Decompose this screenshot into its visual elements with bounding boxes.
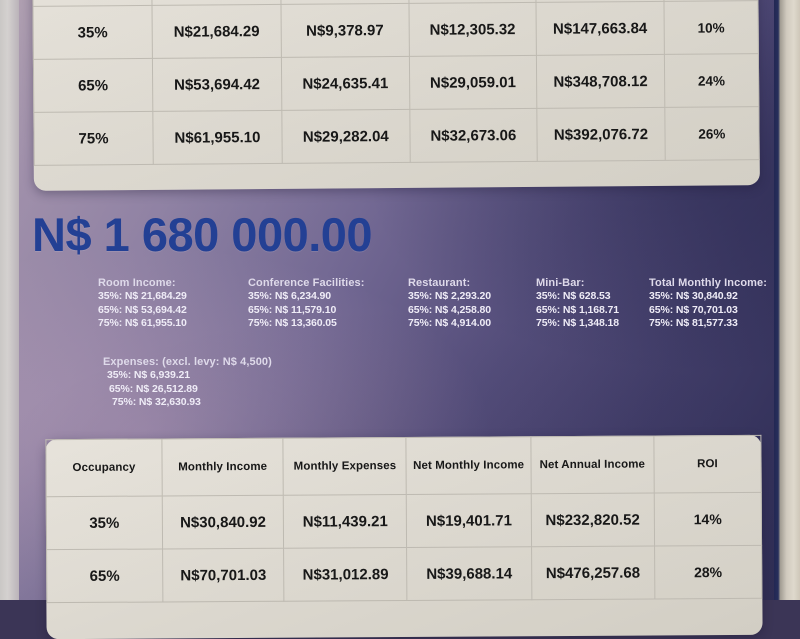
- bottom-row-0-net-monthly-income: N$19,401.71: [406, 493, 532, 548]
- breakdown-title: Total Monthly Income:: [649, 277, 768, 289]
- top-row-1-room-income: N$53,694.42: [152, 57, 282, 112]
- bottom-row-0-monthly-expenses: N$11,439.21: [283, 494, 407, 549]
- bottom-row-1-monthly-expenses: N$31,012.89: [283, 547, 408, 602]
- page-right-edge: [774, 0, 800, 600]
- breakdown-line: 65%: N$ 11,579.10: [248, 303, 337, 316]
- bottom-header-net-annual-income: Net Annual Income: [530, 435, 654, 494]
- bottom-header-roi: ROI: [653, 435, 762, 493]
- top-row-0-occupancy: 35%: [33, 5, 153, 60]
- bottom-header-net-monthly-income: Net Monthly Income: [406, 436, 531, 495]
- breakdown-column-conference-facilities: Conference Facilities: 35%: N$ 6,234.90 …: [248, 276, 408, 331]
- top-row-0-net-annual: N$147,663.84: [536, 1, 665, 56]
- top-row-2-room-income: N$61,955.10: [152, 110, 283, 165]
- top-row-0-expenses: N$9,378.97: [280, 3, 409, 58]
- breakdown-line: 75%: N$ 61,955.10: [98, 317, 187, 329]
- top-row-1-net-annual: N$348,708.12: [536, 54, 665, 109]
- bottom-header-monthly-expenses: Monthly Expenses: [283, 437, 407, 496]
- bottom-row-1-roi: 28%: [654, 545, 762, 599]
- expenses-title: Expenses: (excl. levy: N$ 4,500): [103, 356, 272, 368]
- table-row: 35% N$30,840.92 N$11,439.21 N$19,401.71 …: [46, 492, 762, 550]
- breakdown-line: 35%: N$ 2,293.20: [408, 290, 492, 302]
- bottom-row-1-net-annual-income: N$476,257.68: [531, 545, 655, 600]
- breakdown-line: 65%: N$ 53,694.42: [98, 303, 187, 316]
- top-financial-table: ROI 35% N$21,684.29 N$9,378.97 N$12,305.…: [32, 0, 760, 166]
- bottom-row-1-monthly-income: N$70,701.03: [162, 548, 285, 602]
- breakdown-line: 35%: N$ 628.53: [536, 290, 611, 302]
- bottom-row-1-occupancy: 65%: [46, 548, 163, 603]
- breakdown-line: 75%: N$ 4,914.00: [408, 317, 492, 329]
- breakdown-line: 35%: N$ 21,684.29: [98, 290, 187, 302]
- breakdown-column-mini-bar: Mini-Bar: 35%: N$ 628.53 65%: N$ 1,168.7…: [536, 276, 649, 331]
- income-breakdown-block: Room Income: 35%: N$ 21,684.29 65%: N$ 5…: [98, 276, 788, 331]
- breakdown-column-room-income: Room Income: 35%: N$ 21,684.29 65%: N$ 5…: [98, 276, 248, 331]
- table-row: 65% N$53,694.42 N$24,635.41 N$29,059.01 …: [33, 53, 759, 113]
- bottom-row-1-net-monthly-income: N$39,688.14: [406, 546, 532, 601]
- top-row-1-occupancy: 65%: [33, 58, 153, 113]
- breakdown-title: Mini-Bar:: [536, 277, 585, 289]
- top-row-0-net-monthly: N$12,305.32: [408, 2, 537, 57]
- breakdown-line: 65%: N$ 70,701.03: [649, 303, 738, 316]
- top-row-0-room-income: N$21,684.29: [151, 4, 282, 59]
- top-row-2-net-annual: N$392,076.72: [536, 107, 665, 162]
- breakdown-line: 75%: N$ 81,577.33: [649, 317, 738, 329]
- top-row-0-roi: 10%: [663, 0, 759, 55]
- bottom-row-0-occupancy: 35%: [46, 495, 163, 550]
- top-row-2-roi: 26%: [664, 106, 760, 161]
- table-row: 65% N$70,701.03 N$31,012.89 N$39,688.14 …: [46, 545, 762, 603]
- breakdown-column-total-monthly-income: Total Monthly Income: 35%: N$ 30,840.92 …: [649, 276, 788, 331]
- top-table-card: ROI 35% N$21,684.29 N$9,378.97 N$12,305.…: [32, 0, 760, 191]
- breakdown-line: 75%: N$ 13,360.05: [248, 317, 337, 329]
- breakdown-title: Restaurant:: [408, 277, 471, 289]
- breakdown-column-restaurant: Restaurant: 35%: N$ 2,293.20 65%: N$ 4,2…: [408, 276, 536, 331]
- top-row-1-net-monthly: N$29,059.01: [408, 55, 537, 110]
- table-header-row: Occupancy Monthly Income Monthly Expense…: [45, 435, 762, 497]
- bottom-header-monthly-income: Monthly Income: [161, 438, 284, 496]
- breakdown-title: Room Income:: [98, 277, 176, 289]
- expenses-line: 35%: N$ 6,939.21: [107, 369, 191, 381]
- bottom-table-card: Occupancy Monthly Income Monthly Expense…: [45, 434, 763, 639]
- bottom-row-0-roi: 14%: [653, 492, 762, 546]
- breakdown-line: 75%: N$ 1,348.18: [536, 317, 620, 329]
- bottom-row-0-net-annual-income: N$232,820.52: [530, 492, 655, 547]
- breakdown-title: Conference Facilities:: [248, 277, 365, 289]
- table-row: 75% N$61,955.10 N$29,282.04 N$32,673.06 …: [33, 106, 760, 166]
- page-left-margin: [0, 0, 19, 600]
- breakdown-line: 35%: N$ 6,234.90: [248, 290, 332, 302]
- expenses-block: Expenses: (excl. levy: N$ 4,500) 35%: N$…: [103, 355, 272, 410]
- top-row-2-expenses: N$29,282.04: [281, 109, 410, 164]
- top-row-2-occupancy: 75%: [33, 111, 154, 166]
- breakdown-line: 65%: N$ 4,258.80: [408, 303, 492, 316]
- bottom-row-0-monthly-income: N$30,840.92: [162, 495, 284, 549]
- bottom-financial-table: Occupancy Monthly Income Monthly Expense…: [45, 435, 762, 603]
- top-row-2-net-monthly: N$32,673.06: [409, 108, 538, 163]
- top-row-1-roi: 24%: [664, 53, 759, 108]
- expenses-line: 75%: N$ 32,630.93: [112, 396, 201, 408]
- top-row-1-expenses: N$24,635.41: [281, 56, 410, 111]
- headline-total-amount: N$ 1 680 000.00: [32, 208, 373, 261]
- table-row: 35% N$21,684.29 N$9,378.97 N$12,305.32 N…: [33, 0, 759, 60]
- bottom-header-occupancy: Occupancy: [45, 438, 163, 497]
- breakdown-line: 35%: N$ 30,840.92: [649, 290, 738, 302]
- expenses-line: 65%: N$ 26,512.89: [109, 382, 198, 395]
- breakdown-line: 65%: N$ 1,168.71: [536, 303, 620, 316]
